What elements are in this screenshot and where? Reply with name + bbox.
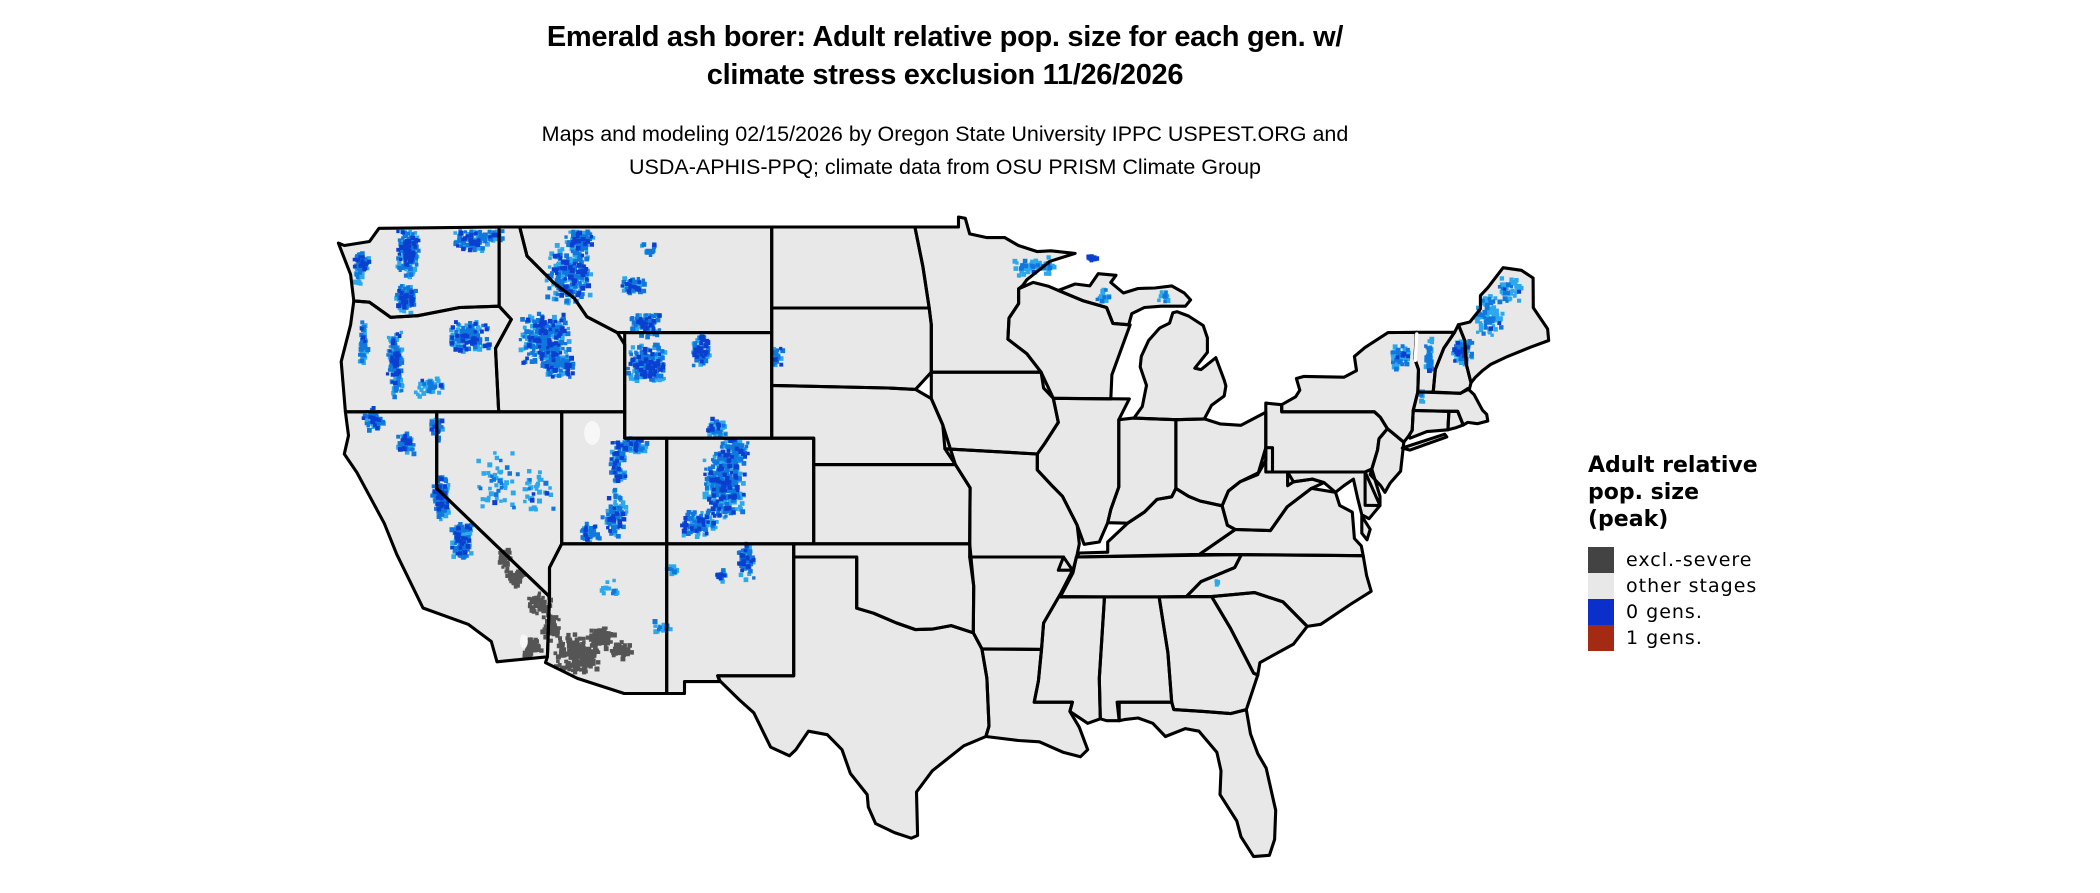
raster-gen0-dark [352,229,1522,581]
gen0-swatch-icon [1588,599,1614,625]
map-title-line1: Emerald ash borer: Adult relative pop. s… [546,21,1344,53]
other-stages-swatch-icon [1588,573,1614,599]
state-border-oh [1174,410,1268,508]
state-fill-sc [1211,592,1308,675]
state-fill-oh [1175,412,1266,506]
legend-title: Adult relative pop. size (peak) [1588,452,1828,533]
state-border-es [1360,514,1372,542]
state-fill-pa [1265,403,1388,472]
state-fill-nv [436,411,562,597]
map-subtitle-line1: Maps and modeling 02/15/2026 by Oregon S… [541,122,1349,146]
legend-label: 1 gens. [1626,627,1703,649]
excl-severe-swatch-icon [1588,547,1614,573]
state-borders [336,215,1551,859]
state-fill-nd [771,227,930,308]
state-fill-nc [1186,554,1372,627]
legend-title-line2: pop. size [1588,480,1699,505]
lake-great-salt-lake [584,420,601,445]
state-fill-ind [1107,418,1176,524]
state-fill-ar [969,557,1073,650]
map-subtitle: Maps and modeling 02/15/2026 by Oregon S… [330,118,1560,184]
state-border-ind [1106,416,1178,525]
state-fill-tx [717,557,989,839]
state-border-ne [770,383,957,467]
state-fill-wa [338,227,500,318]
state-fill-ga [1159,596,1258,714]
state-fill-ia [931,372,1059,454]
map-subtitle-line2: USDA-APHIS-PPQ; climate data from OSU PR… [628,155,1262,179]
state-fill-il [1037,398,1130,545]
state-fill-nm [666,543,794,694]
state-border-md [1286,470,1382,521]
state-fill-ks [813,464,971,544]
legend-item-other-stages: other stages [1588,573,1828,599]
legend-label: other stages [1626,575,1758,597]
state-fill-wi [1007,282,1131,399]
state-border-wi [1006,280,1132,401]
state-fill-sd [771,308,932,390]
lake-champlain [1413,332,1419,363]
raster-excl-severe [497,547,634,675]
map-title: Emerald ash borer: Adult relative pop. s… [330,18,1560,94]
gen1-swatch-icon [1588,625,1614,651]
lake-salton-sea [519,634,528,649]
map-area [330,213,1560,888]
state-border-li [1400,432,1449,452]
legend: Adult relative pop. size (peak) excl.-se… [1588,452,1828,651]
state-border-miUP [1056,272,1193,327]
us-map [336,215,1551,859]
legend-item-excl-severe: excl.-severe [1588,547,1828,573]
state-fill-fl [1119,702,1276,857]
state-border-tn [1058,553,1243,599]
state-fill-ms [1034,594,1105,724]
legend-title-line1: Adult relative [1588,453,1758,478]
state-fill-wv [1222,447,1324,531]
map-title-line2: climate stress exclusion 11/26/2026 [706,59,1184,91]
state-fill-ma [1413,388,1488,425]
state-fill-md [1287,472,1380,519]
state-border-tx [716,555,991,840]
state-fill-mn [914,217,1076,373]
state-border-me [1456,266,1551,385]
legend-item-0-gens: 0 gens. [1588,599,1828,625]
state-fill-va [1199,488,1364,556]
legend-label: excl.-severe [1626,549,1753,571]
state-fill-ca [344,411,550,662]
state-fill-al [1099,596,1172,721]
legend-label: 0 gens. [1626,601,1703,623]
legend-item-1-gens: 1 gens. [1588,625,1828,651]
state-fill-miLP [1133,311,1226,420]
gen0-raster [352,229,1524,675]
state-fill-miUP [1058,273,1191,325]
state-fill-ky [1076,488,1236,557]
state-fill-ok [793,543,974,633]
state-border-fl [1117,700,1278,859]
state-border-il [1035,396,1131,546]
state-fill-ne [771,385,956,465]
state-fill-ny [1281,332,1419,443]
state-fill-ct [1409,410,1449,439]
legend-title-line3: (peak) [1588,507,1669,532]
header: Emerald ash borer: Adult relative pop. s… [330,18,1560,184]
legend-items: excl.-severe other stages 0 gens. 1 gens… [1588,547,1828,651]
